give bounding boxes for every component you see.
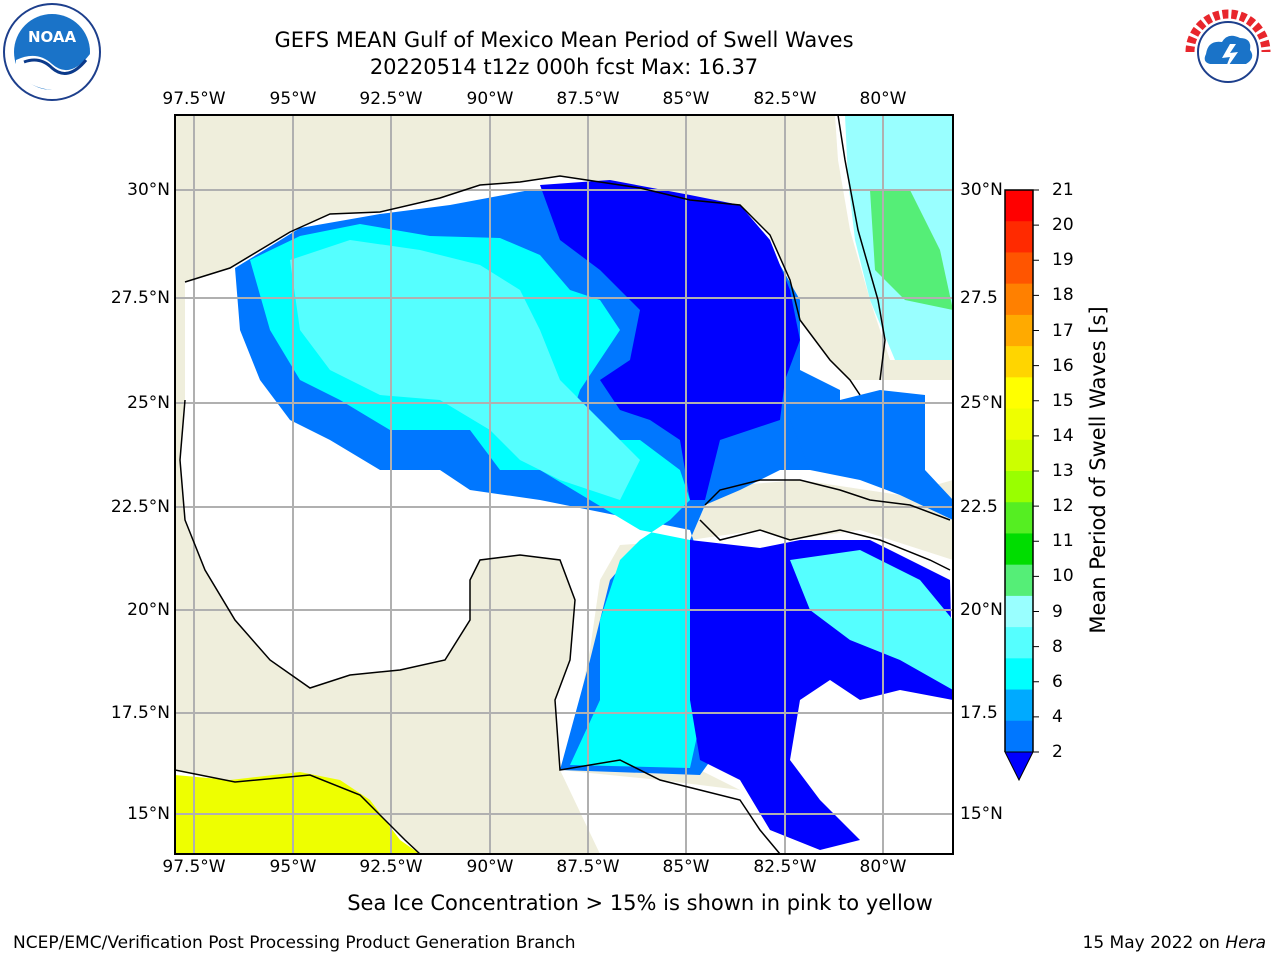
longitude-tick-label: 82.5°W — [753, 857, 817, 877]
colorbar-label: 13 — [1052, 461, 1074, 481]
colorbar-label: 11 — [1052, 531, 1074, 552]
colorbar-segment — [1005, 439, 1033, 472]
longitude-tick-label: 87.5°W — [556, 857, 620, 877]
latitude-tick-label: 22.5 — [960, 497, 998, 517]
nws-logo — [1181, 5, 1275, 99]
longitude-tick-label: 85°W — [662, 89, 710, 109]
colorbar-segment — [1005, 377, 1033, 410]
swell-bahamas-band — [790, 390, 953, 520]
longitude-tick-label: 82.5°W — [753, 89, 817, 109]
colorbar — [1004, 189, 1039, 782]
colorbar-label: 9 — [1052, 601, 1063, 622]
colorbar-label: 6 — [1052, 671, 1063, 692]
colorbar-extend-arrow — [1004, 751, 1034, 782]
latitude-tick-label: 20°N — [127, 600, 170, 620]
swell-atlantic-green — [870, 190, 953, 310]
colorbar-label: 17 — [1052, 320, 1074, 341]
colorbar-label: 15 — [1052, 390, 1074, 411]
colorbar-segment — [1005, 408, 1033, 441]
colorbar-segment — [1005, 627, 1033, 659]
longitude-tick-label: 90°W — [466, 857, 514, 877]
colorbar-segment — [1005, 346, 1033, 378]
colorbar-label: 18 — [1052, 285, 1074, 306]
colorbar-title: Mean Period of Swell Waves [s] — [1086, 306, 1110, 634]
colorbar-segment — [1005, 314, 1033, 347]
longitude-tick-label: 85°W — [662, 857, 710, 877]
latitude-tick-label: 15°N — [960, 804, 1003, 824]
colorbar-label: 8 — [1052, 636, 1063, 657]
longitude-tick-label: 97.5°W — [162, 89, 226, 109]
colorbar-segment — [1005, 221, 1033, 253]
colorbar-segment — [1005, 595, 1033, 628]
latitude-tick-label: 30°N — [960, 180, 1003, 200]
footer-organization: NCEP/EMC/Verification Post Processing Pr… — [13, 933, 576, 953]
colorbar-label: 4 — [1052, 706, 1063, 727]
sea-ice-note: Sea Ice Concentration > 15% is shown in … — [347, 891, 933, 915]
colorbar-label: 21 — [1052, 180, 1074, 200]
chart-subtitle: 20220514 t12z 000h fcst Max: 16.37 — [369, 55, 759, 79]
longitude-tick-label: 97.5°W — [162, 857, 226, 877]
colorbar-segment — [1005, 689, 1033, 722]
swell-caribbean-cyan — [790, 550, 953, 690]
map-frame — [174, 114, 954, 855]
longitude-tick-label: 92.5°W — [359, 89, 423, 109]
latitude-tick-label: 17.5 — [960, 703, 998, 723]
colorbar-label: 19 — [1052, 250, 1074, 271]
svg-text:NOAA: NOAA — [28, 28, 77, 46]
colorbar-segment — [1005, 533, 1033, 566]
colorbar-label: 10 — [1052, 566, 1074, 587]
latitude-tick-label: 27.5°N — [110, 288, 170, 308]
longitude-tick-label: 90°W — [466, 89, 514, 109]
latitude-tick-label: 25°N — [127, 393, 170, 413]
colorbar-segment — [1005, 471, 1033, 503]
footer-machine: Hera — [1225, 933, 1266, 953]
latitude-tick-label: 25°N — [960, 393, 1003, 413]
colorbar-label: 12 — [1052, 496, 1074, 517]
chart-title: GEFS MEAN Gulf of Mexico Mean Period of … — [274, 28, 854, 52]
latitude-tick-label: 20°N — [960, 600, 1003, 620]
colorbar-label: 20 — [1052, 215, 1074, 236]
longitude-tick-label: 92.5°W — [359, 857, 423, 877]
latitude-tick-label: 17.5°N — [110, 703, 170, 723]
colorbar-label: 16 — [1052, 355, 1074, 376]
swell-deep-blue-east — [540, 180, 800, 500]
colorbar-segment — [1005, 564, 1033, 597]
footer-date: 15 May 2022 on Hera — [1082, 933, 1267, 953]
colorbar-segment — [1005, 658, 1033, 691]
longitude-tick-label: 80°W — [859, 857, 907, 877]
colorbar-segment — [1005, 190, 1033, 222]
colorbar-segment — [1005, 252, 1033, 285]
latitude-tick-label: 30°N — [127, 180, 170, 200]
swell-band-6-8 — [290, 240, 640, 500]
latitude-tick-label: 22.5°N — [110, 497, 170, 517]
noaa-logo: NOAA — [3, 3, 101, 101]
longitude-tick-label: 95°W — [269, 857, 317, 877]
latitude-tick-label: 15°N — [127, 804, 170, 824]
colorbar-segment — [1005, 283, 1033, 316]
graticule — [175, 115, 953, 854]
colorbar-segment — [1005, 720, 1033, 753]
longitude-tick-label: 95°W — [269, 89, 317, 109]
latitude-tick-label: 27.5 — [960, 288, 998, 308]
coastline — [175, 115, 951, 854]
colorbar-label: 2 — [1052, 742, 1063, 762]
longitude-tick-label: 87.5°W — [556, 89, 620, 109]
longitude-tick-label: 80°W — [859, 89, 907, 109]
colorbar-segment — [1005, 502, 1033, 534]
colorbar-label: 14 — [1052, 425, 1074, 446]
